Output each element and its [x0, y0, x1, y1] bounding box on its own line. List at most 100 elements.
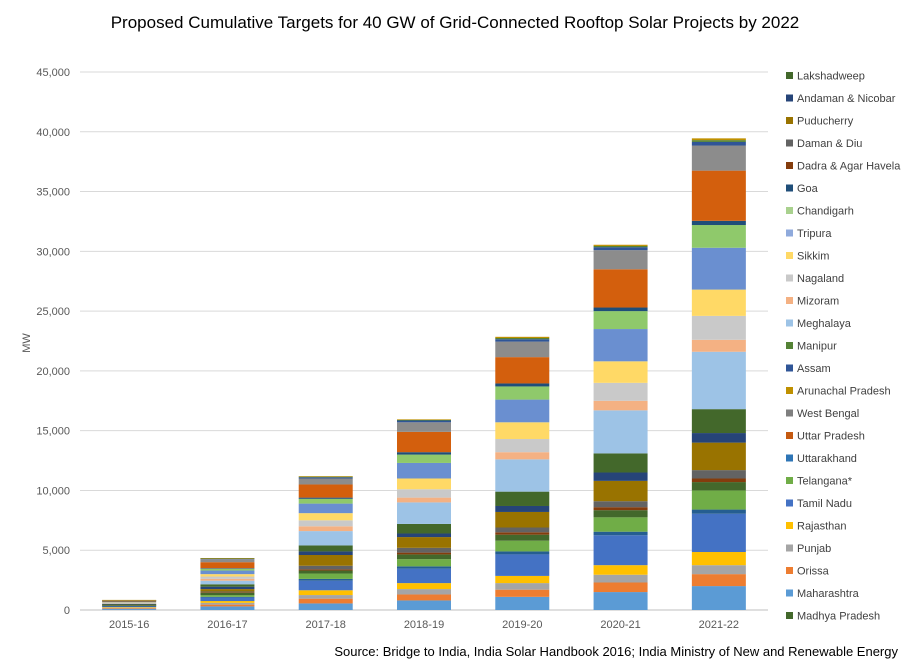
bar-segment	[495, 357, 550, 384]
legend-item: Nagaland	[786, 273, 844, 285]
legend-item: Chandigarh	[786, 206, 854, 218]
bar-segment	[691, 490, 746, 510]
legend-swatch	[786, 342, 793, 349]
y-tick-label: 30,000	[36, 246, 70, 258]
legend-label: Arunachal Pradesh	[797, 386, 891, 398]
legend-item: Dadra & Agar Havela	[786, 161, 901, 173]
bar-segment	[102, 602, 157, 603]
bar-segment	[593, 565, 648, 575]
legend-item: Madhya Pradesh	[786, 611, 880, 623]
bar-segment	[397, 422, 451, 432]
bar-segment	[593, 245, 648, 248]
bar-segment	[298, 569, 353, 571]
bar-segment	[495, 554, 550, 576]
bar-segment	[397, 566, 451, 569]
bar-segment	[298, 603, 353, 610]
bar-segment	[593, 361, 648, 383]
bar-segment	[200, 568, 255, 571]
bar-segment	[298, 513, 353, 521]
legend-swatch	[786, 319, 793, 327]
bar-segment	[298, 520, 353, 527]
bar-segment	[200, 580, 255, 585]
bar-segment	[495, 439, 550, 453]
legend-swatch	[786, 72, 793, 79]
bar-segment	[495, 505, 550, 512]
legend-swatch	[786, 612, 793, 619]
y-tick-label: 0	[64, 605, 70, 617]
legend-swatch	[786, 162, 793, 169]
bar-segment	[593, 250, 648, 270]
bar-segment	[200, 589, 255, 592]
bar-segment	[593, 535, 648, 566]
y-tick-label: 5,000	[42, 545, 70, 557]
bar-segment	[200, 604, 255, 607]
legend-label: West Bengal	[797, 408, 859, 420]
bar-segment	[495, 551, 550, 555]
legend-swatch	[786, 139, 793, 147]
bar-segment	[397, 583, 451, 590]
bar-segment	[200, 606, 255, 610]
bar-segment	[298, 570, 353, 574]
bar-segment	[200, 570, 255, 575]
bar-stack-2021-22	[691, 138, 746, 610]
bar-segment	[495, 589, 550, 597]
bar-segment	[397, 420, 451, 423]
legend-swatch	[786, 364, 793, 372]
bar-segment	[691, 339, 746, 352]
bar-segment	[397, 462, 451, 479]
bar-segment	[102, 603, 157, 604]
legend-label: Punjab	[797, 543, 831, 555]
x-tick-label: 2019-20	[502, 619, 542, 631]
bar-segment	[691, 409, 746, 434]
bar-segment	[691, 145, 746, 171]
y-tick-label: 40,000	[36, 127, 70, 139]
bar-segment	[200, 584, 255, 587]
bar-segment	[691, 482, 746, 491]
x-tick-label: 2018-19	[404, 619, 444, 631]
bar-segment	[298, 477, 353, 479]
bar-segment	[298, 590, 353, 596]
bar-segment	[397, 419, 451, 420]
x-tick-label: 2021-22	[699, 619, 739, 631]
bar-segment	[397, 559, 451, 567]
legend-label: Manipur	[797, 341, 837, 353]
legend-label: Goa	[797, 183, 819, 195]
bar-segment	[691, 574, 746, 587]
bar-segment	[102, 604, 157, 605]
bar-segment	[102, 604, 157, 605]
bar-segment	[495, 575, 550, 584]
bar-segment	[102, 605, 157, 607]
legend-label: Dadra & Agar Havela	[797, 161, 901, 173]
bar-segment	[298, 565, 353, 570]
bar-segment	[593, 329, 648, 362]
legend-swatch	[786, 387, 793, 394]
bar-segment	[495, 540, 550, 552]
bar-segment	[495, 459, 550, 492]
legend-swatch	[786, 454, 793, 462]
bar-segment	[200, 557, 255, 559]
bar-segment	[495, 399, 550, 423]
bar-segment	[691, 552, 746, 566]
bar-segment	[691, 315, 746, 340]
bar-segment	[102, 600, 157, 602]
legend-item: Uttar Pradesh	[786, 431, 865, 443]
bar-segment	[102, 601, 157, 603]
bar-stack-2016-17	[200, 557, 255, 610]
bar-segment	[102, 599, 157, 601]
bar-segment	[495, 341, 550, 358]
legend-swatch	[786, 589, 793, 597]
bar-segment	[397, 452, 451, 455]
y-axis: 0 5,000 10,000 15,000 20,000 25,000 30,000 35,0…	[36, 67, 70, 617]
bar-segment	[691, 225, 746, 248]
bar-segment	[298, 580, 353, 591]
legend-label: Sikkim	[797, 251, 829, 263]
bar-segment	[200, 592, 255, 593]
bar-segment	[593, 592, 648, 610]
legend-item: Sikkim	[786, 251, 829, 263]
bar-segment	[200, 601, 255, 603]
legend-label: Lakshadweep	[797, 71, 865, 83]
bar-segment	[200, 586, 255, 590]
bar-segment	[397, 497, 451, 503]
